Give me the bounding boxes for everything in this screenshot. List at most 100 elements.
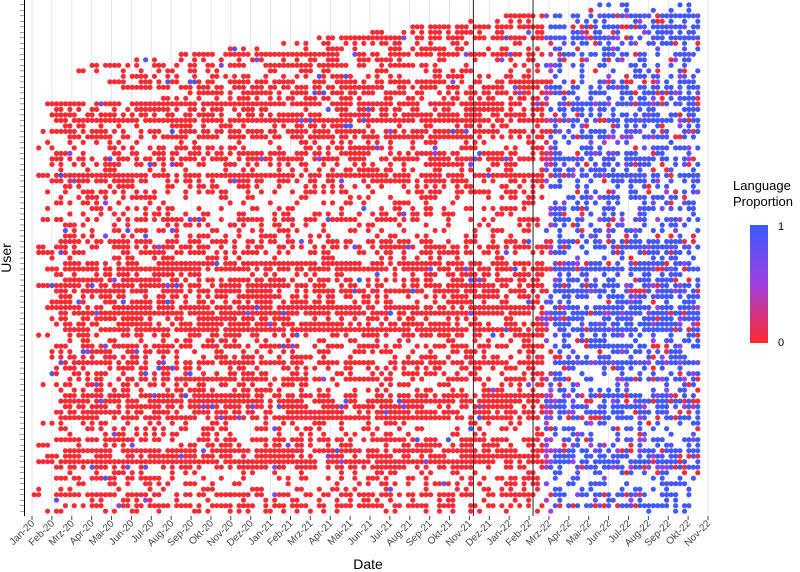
data-point bbox=[227, 101, 233, 107]
data-point bbox=[650, 106, 656, 112]
data-point bbox=[62, 183, 68, 189]
data-point bbox=[632, 90, 639, 96]
data-point bbox=[58, 310, 64, 316]
data-point bbox=[214, 354, 220, 360]
data-point bbox=[423, 266, 429, 272]
data-point bbox=[583, 40, 590, 46]
data-point bbox=[169, 161, 175, 167]
data-point bbox=[655, 24, 661, 30]
data-point bbox=[111, 145, 117, 151]
data-point bbox=[312, 139, 318, 145]
data-point bbox=[374, 57, 380, 63]
data-point bbox=[499, 117, 505, 123]
data-point bbox=[289, 101, 296, 107]
data-point bbox=[156, 128, 162, 134]
data-point bbox=[543, 101, 550, 107]
data-point bbox=[138, 288, 144, 294]
data-point bbox=[592, 277, 599, 283]
data-point bbox=[111, 150, 117, 156]
data-point bbox=[632, 178, 639, 184]
data-point bbox=[303, 282, 309, 289]
data-point bbox=[343, 35, 349, 41]
data-point bbox=[192, 156, 198, 162]
data-point bbox=[650, 255, 656, 261]
data-point bbox=[312, 101, 318, 107]
data-point bbox=[321, 156, 327, 162]
data-point bbox=[570, 106, 576, 112]
data-point bbox=[223, 189, 229, 195]
data-point bbox=[641, 304, 648, 311]
data-point bbox=[316, 167, 322, 173]
data-point bbox=[468, 360, 474, 366]
data-point bbox=[646, 189, 652, 195]
data-point bbox=[583, 117, 590, 123]
data-point bbox=[561, 117, 567, 123]
data-point bbox=[428, 255, 434, 261]
data-point bbox=[503, 183, 509, 189]
data-point bbox=[641, 205, 648, 212]
data-point bbox=[512, 332, 518, 338]
data-point bbox=[450, 128, 456, 134]
data-point bbox=[650, 73, 656, 79]
data-point bbox=[289, 327, 296, 333]
data-point bbox=[330, 178, 336, 184]
data-point bbox=[548, 316, 554, 322]
data-point bbox=[374, 266, 380, 272]
data-point bbox=[71, 304, 77, 311]
data-point bbox=[267, 288, 273, 294]
data-point bbox=[374, 310, 380, 316]
data-point bbox=[178, 316, 184, 322]
data-point bbox=[387, 310, 394, 316]
data-point bbox=[223, 338, 229, 344]
data-point bbox=[592, 128, 599, 134]
data-point bbox=[120, 211, 126, 217]
data-point bbox=[272, 327, 278, 333]
data-point bbox=[107, 293, 113, 300]
data-point bbox=[405, 354, 411, 360]
data-point bbox=[445, 90, 451, 96]
data-point bbox=[143, 84, 149, 90]
data-point bbox=[432, 68, 438, 74]
data-point bbox=[459, 304, 465, 311]
data-point bbox=[624, 13, 630, 19]
data-point bbox=[414, 327, 420, 333]
data-point bbox=[89, 293, 95, 300]
data-point bbox=[410, 260, 416, 267]
data-point bbox=[526, 304, 532, 311]
data-point bbox=[494, 354, 500, 360]
data-point bbox=[281, 299, 287, 305]
data-point bbox=[143, 249, 149, 256]
data-point bbox=[690, 167, 697, 173]
data-point bbox=[361, 343, 367, 349]
data-point bbox=[664, 260, 670, 267]
data-point bbox=[258, 260, 264, 267]
data-point bbox=[392, 134, 398, 140]
data-point bbox=[659, 205, 665, 212]
data-point bbox=[673, 244, 679, 250]
data-point bbox=[436, 343, 443, 349]
data-point bbox=[276, 304, 282, 311]
data-point bbox=[436, 35, 443, 41]
data-point bbox=[641, 90, 648, 96]
data-point bbox=[646, 29, 652, 35]
data-point bbox=[583, 360, 590, 366]
data-point bbox=[236, 178, 242, 184]
data-point bbox=[557, 205, 563, 212]
data-point bbox=[615, 24, 621, 30]
data-point bbox=[192, 310, 198, 316]
data-point bbox=[445, 321, 451, 327]
data-point bbox=[428, 211, 434, 217]
data-point bbox=[601, 24, 607, 30]
data-point bbox=[521, 84, 527, 90]
data-point bbox=[673, 112, 679, 118]
data-point bbox=[89, 156, 95, 162]
data-point bbox=[245, 282, 251, 289]
data-point bbox=[245, 178, 251, 184]
data-point bbox=[512, 51, 518, 57]
data-point bbox=[561, 365, 567, 371]
data-point bbox=[432, 321, 438, 327]
data-point bbox=[450, 327, 456, 333]
data-point bbox=[637, 343, 643, 349]
data-point bbox=[481, 299, 487, 305]
data-point bbox=[174, 117, 180, 123]
